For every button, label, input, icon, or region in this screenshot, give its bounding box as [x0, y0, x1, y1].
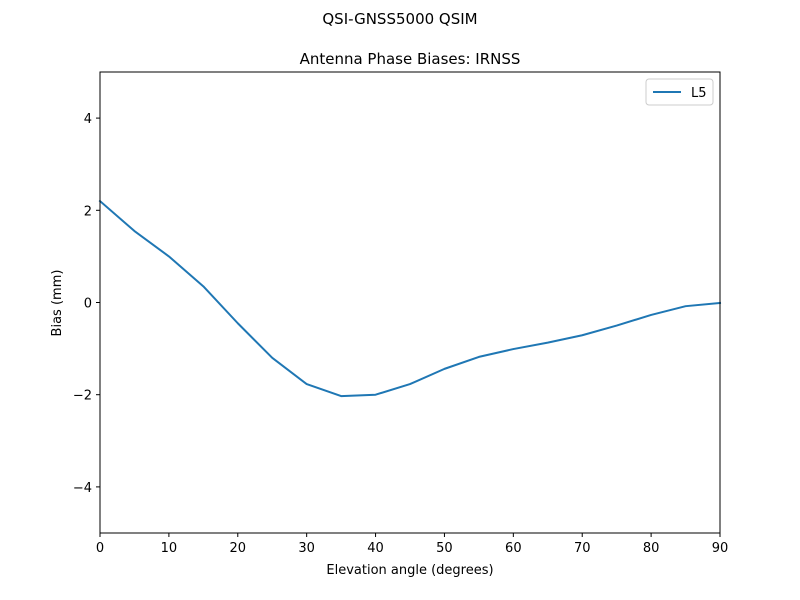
- x-tick-label: 80: [643, 541, 660, 556]
- y-tick-label: 4: [84, 112, 92, 127]
- plot-area: [100, 72, 720, 533]
- x-tick-label: 60: [505, 541, 522, 556]
- y-tick-label: 2: [84, 204, 92, 219]
- series-layer: [98, 199, 722, 398]
- plot-frame: [99, 71, 721, 534]
- x-tick-label: 0: [96, 541, 104, 556]
- y-axis-ticks: −4 −2 0 2 4: [73, 112, 100, 496]
- series-line-l5: [98, 199, 722, 398]
- legend: L5: [645, 78, 714, 106]
- chart-title: Antenna Phase Biases: IRNSS: [300, 50, 521, 68]
- y-tick-label: −4: [73, 481, 92, 496]
- y-axis-label: Bias (mm): [50, 270, 65, 337]
- x-tick-label: 40: [367, 541, 384, 556]
- x-tick-label: 10: [161, 541, 178, 556]
- x-tick-label: 50: [436, 541, 453, 556]
- x-tick-label: 70: [574, 541, 591, 556]
- x-tick-label: 90: [712, 541, 729, 556]
- x-tick-label: 20: [230, 541, 247, 556]
- figure-suptitle: QSI-GNSS5000 QSIM: [322, 10, 477, 28]
- legend-label-l5: L5: [691, 86, 707, 101]
- x-axis-ticks: 0 10 20 30 40 50 60 70 80 90: [96, 533, 728, 556]
- x-tick-label: 30: [298, 541, 315, 556]
- y-tick-label: 0: [84, 297, 92, 312]
- x-axis-label: Elevation angle (degrees): [326, 563, 493, 578]
- y-tick-label: −2: [73, 389, 92, 404]
